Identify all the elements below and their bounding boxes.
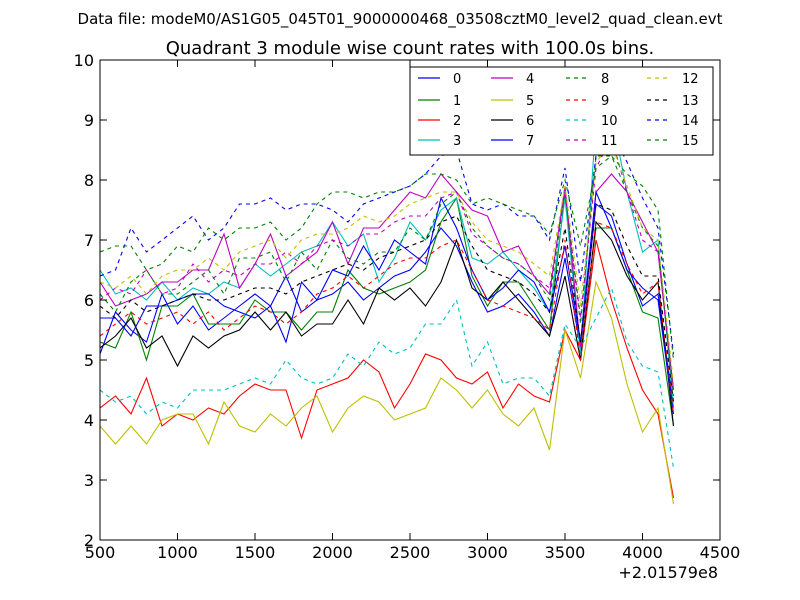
chart-title: Quadrant 3 module wise count rates with … [166, 38, 655, 59]
legend-label: 14 [682, 114, 699, 129]
x-tick-label: 1000 [157, 543, 198, 562]
legend-label: 1 [453, 94, 461, 109]
y-tick-label: 6 [84, 291, 94, 310]
legend-label: 9 [601, 94, 609, 109]
series-line-14 [100, 130, 675, 355]
x-tick-label: 500 [85, 543, 116, 562]
series-line-12 [100, 142, 675, 385]
plot-area: 500 1000 1500 2000 2500 3000 3500 4000 4500 2 3 4 5 6… [74, 51, 741, 582]
legend-entry-9: 9 [566, 94, 609, 109]
x-tick-label: 3000 [467, 543, 508, 562]
axis-ticks: 500 1000 1500 2000 2500 3000 3500 4000 4500 2 3 4 5 6… [74, 51, 741, 562]
legend-label: 13 [682, 94, 699, 109]
legend-entry-12: 12 [647, 72, 699, 87]
legend-entry-8: 8 [566, 72, 609, 87]
legend-entry-11: 11 [566, 134, 618, 149]
x-tick-label: 2000 [312, 543, 353, 562]
series-line-10 [100, 286, 675, 469]
legend-entry-7: 7 [491, 134, 534, 149]
legend-label: 4 [526, 72, 534, 87]
y-tick-label: 9 [84, 111, 94, 130]
series-line-8 [100, 155, 675, 397]
series-line-15 [100, 155, 675, 361]
x-tick-label: 1500 [235, 543, 276, 562]
legend-entry-13: 13 [647, 94, 699, 109]
legend-entry-6: 6 [491, 114, 534, 129]
series-line-5 [100, 280, 675, 505]
legend-label: 5 [526, 94, 534, 109]
legend-label: 15 [682, 134, 699, 149]
y-tick-label: 10 [74, 51, 94, 70]
x-tick-label: 4000 [622, 543, 663, 562]
legend-entry-0: 0 [418, 72, 461, 87]
series-line-3 [100, 113, 675, 409]
y-tick-label: 7 [84, 231, 94, 250]
series-layer [100, 113, 675, 505]
legend-entry-10: 10 [566, 114, 618, 129]
x-tick-label: 4500 [700, 543, 741, 562]
legend-label: 12 [682, 72, 699, 87]
x-tick-label: 3500 [545, 543, 586, 562]
legend-label: 7 [526, 134, 534, 149]
legend-entry-1: 1 [418, 94, 461, 109]
series-line-11 [100, 136, 675, 391]
series-line-13 [100, 203, 675, 403]
legend-entry-2: 2 [418, 114, 461, 129]
legend-label: 8 [601, 72, 609, 87]
legend-entry-4: 4 [491, 72, 534, 87]
y-tick-label: 5 [84, 351, 94, 370]
series-line-9 [100, 221, 675, 415]
series-line-6 [100, 220, 675, 427]
y-tick-label: 4 [84, 411, 94, 430]
figure-supertitle: Data file: modeM0/AS1G05_045T01_90000004… [78, 10, 723, 29]
y-tick-label: 3 [84, 471, 94, 490]
legend-label: 0 [453, 72, 461, 87]
legend-label: 10 [601, 114, 618, 129]
legend-entry-14: 14 [647, 114, 699, 129]
legend-label: 6 [526, 114, 534, 129]
legend-box [409, 66, 714, 156]
x-tick-label: 2500 [390, 543, 431, 562]
legend-label: 11 [601, 134, 618, 149]
legend-label: 2 [453, 114, 461, 129]
y-tick-label: 2 [84, 531, 94, 550]
x-axis-offset-label: +2.01579e8 [618, 563, 718, 582]
legend-entry-15: 15 [647, 134, 699, 149]
legend-entry-5: 5 [491, 94, 534, 109]
y-tick-label: 8 [84, 171, 94, 190]
legend-entry-3: 3 [418, 134, 461, 149]
legend-label: 3 [453, 134, 461, 149]
